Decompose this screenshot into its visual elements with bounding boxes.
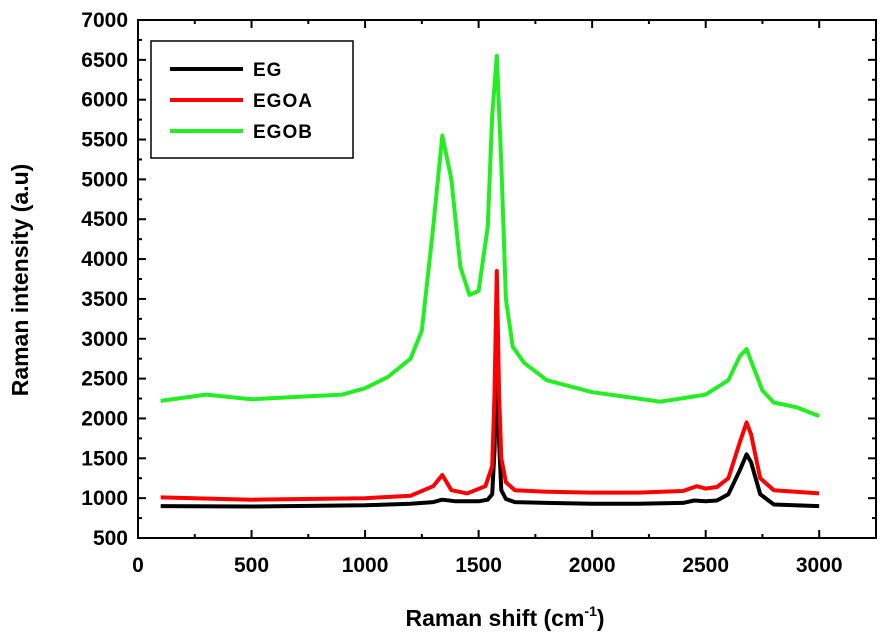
- series-line-eg: [160, 344, 820, 509]
- y-tick-label: 6000: [81, 89, 128, 112]
- x-axis-title: Raman shift (cm-1): [405, 603, 604, 631]
- legend-label-egob: EGOB: [253, 122, 313, 143]
- plot-series: [160, 53, 820, 509]
- y-tick-label: 5000: [81, 168, 128, 191]
- y-tick-label: 5500: [81, 129, 128, 152]
- x-tick-label: 1000: [342, 554, 389, 577]
- y-tick-label: 1500: [81, 447, 128, 470]
- y-tick-label: 3500: [81, 288, 128, 311]
- x-tick-label: 2000: [569, 554, 616, 577]
- y-tick-label: 7000: [81, 9, 128, 32]
- y-axis-ticks: 500 1000 1500 2000 2500 3000 3500 4000 4500 5000 5…: [81, 9, 876, 550]
- legend-label-egoa: EGOA: [253, 91, 313, 112]
- y-tick-label: 4000: [81, 248, 128, 271]
- series-line-egoa: [160, 269, 820, 502]
- x-tick-label: 0: [132, 554, 144, 577]
- x-tick-label: 2500: [682, 554, 729, 577]
- y-axis-title: Raman intensity (a.u): [7, 164, 33, 397]
- y-tick-label: 6500: [81, 49, 128, 72]
- legend-items: EG EGOA EGOB: [170, 60, 313, 143]
- x-tick-label: 3000: [796, 554, 843, 577]
- x-tick-label: 1500: [455, 554, 502, 577]
- legend-label-eg: EG: [253, 60, 282, 81]
- legend: EG EGOA EGOB: [150, 40, 354, 159]
- series-line-egob: [160, 53, 820, 418]
- y-tick-label: 3000: [81, 328, 128, 351]
- x-tick-label: 500: [234, 554, 269, 577]
- y-tick-label: 2500: [81, 368, 128, 391]
- y-tick-label: 4500: [81, 208, 128, 231]
- y-tick-label: 2000: [81, 407, 128, 430]
- y-tick-label: 500: [93, 527, 128, 550]
- y-tick-label: 1000: [81, 487, 128, 510]
- x-axis-ticks: 0 500 1000 1500 2000 2500 3000: [132, 20, 877, 577]
